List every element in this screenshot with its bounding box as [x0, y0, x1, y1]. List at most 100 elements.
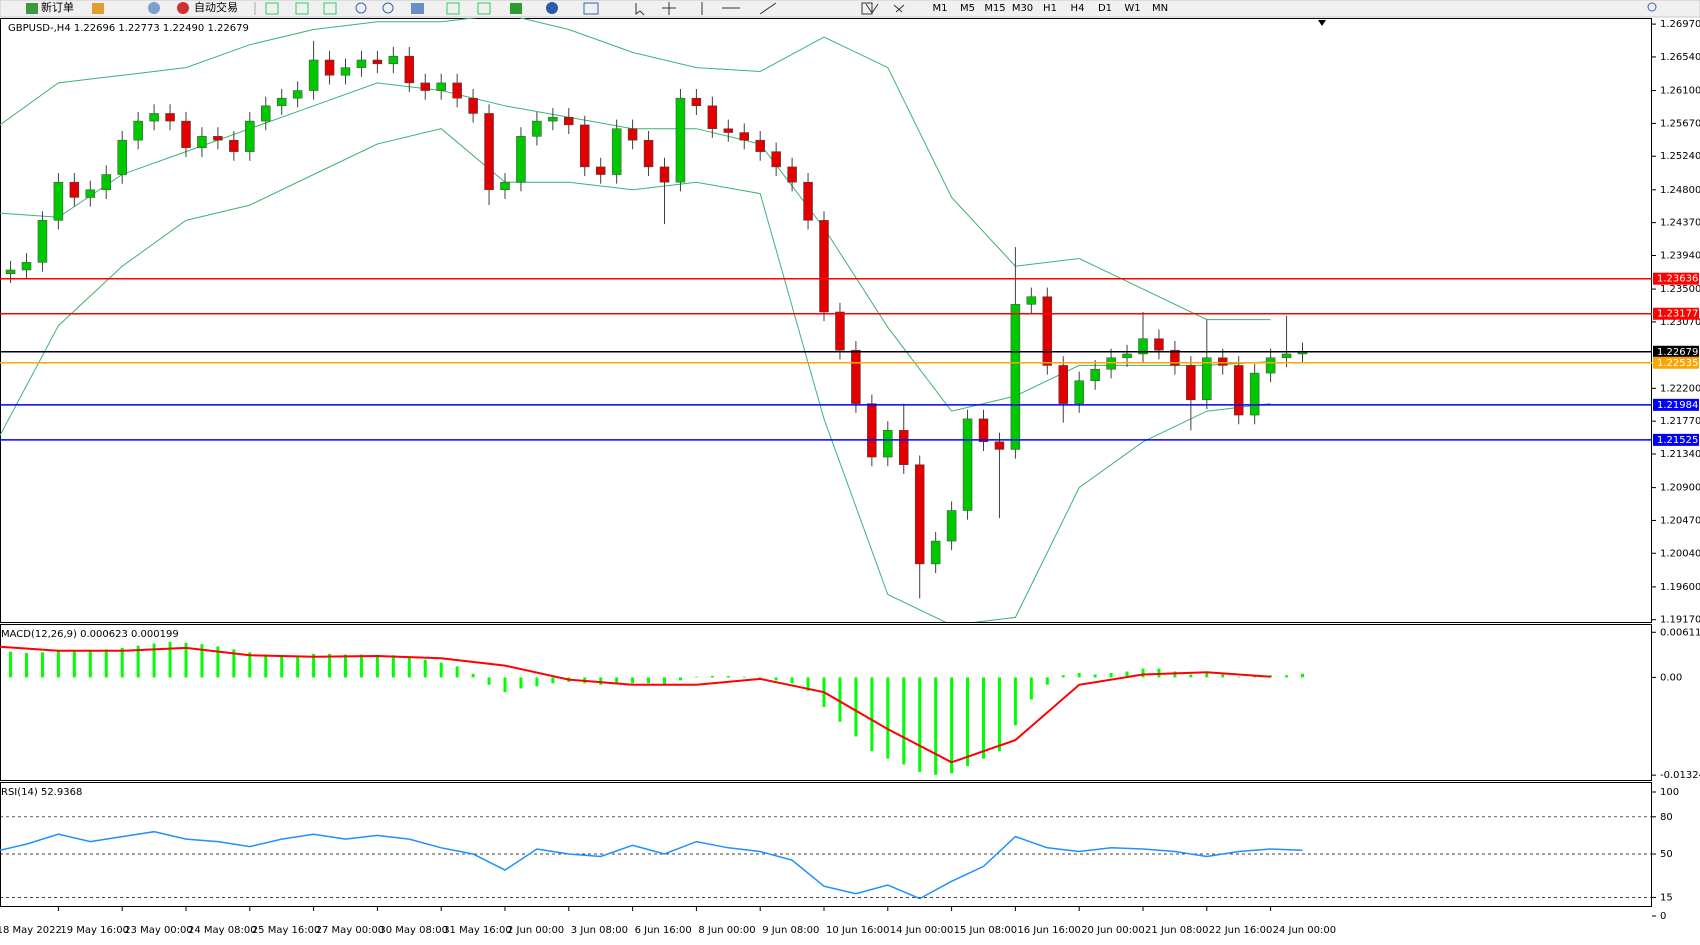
candle-body	[1186, 365, 1196, 401]
macd-bar	[407, 656, 411, 678]
period-button[interactable]: M30	[1012, 3, 1033, 14]
price-plot	[0, 18, 1652, 622]
candle-body	[1170, 349, 1180, 366]
period-button[interactable]: M15	[984, 3, 1005, 14]
x-tick-label: 24 Jun 00:00	[1273, 925, 1337, 936]
icon[interactable]	[583, 2, 599, 15]
macd-bar	[1093, 674, 1097, 678]
macd-bar	[726, 675, 730, 678]
period-button[interactable]: H4	[1071, 3, 1085, 14]
level-label: 1.23636	[1657, 274, 1698, 285]
y-tick-label: 1.24800	[1660, 185, 1700, 196]
macd-bar	[25, 653, 28, 678]
candle-body	[213, 136, 223, 141]
x-tick-label: 23 May 00:00	[124, 925, 193, 936]
y-tick-label: -0.013241	[1660, 770, 1700, 781]
level-label-bg	[1653, 356, 1699, 369]
candle-body	[787, 166, 797, 183]
macd-bar	[742, 676, 746, 678]
candle-body	[1042, 296, 1053, 366]
macd-bar	[647, 677, 651, 684]
macd-plot	[0, 641, 1304, 775]
period-button[interactable]: H1	[1043, 3, 1057, 14]
macd-bar	[599, 677, 603, 685]
candle-body	[723, 128, 734, 133]
candle-body	[580, 124, 590, 168]
icon[interactable]	[446, 2, 460, 15]
icon[interactable]	[477, 2, 491, 15]
icon[interactable]	[295, 2, 309, 15]
x-tick-label: 3 Jun 08:00	[571, 925, 628, 936]
candle-body	[372, 59, 383, 65]
icon[interactable]	[635, 3, 645, 16]
icon[interactable]	[323, 2, 337, 15]
y-tick-label: 1.26970	[1660, 19, 1700, 30]
period-button[interactable]: M1	[933, 3, 948, 14]
candle-body	[324, 59, 335, 76]
candle-body	[771, 151, 781, 168]
icon[interactable]	[26, 3, 38, 14]
signal-line	[0, 645, 1271, 764]
candle-body	[1074, 380, 1084, 404]
icon[interactable]	[861, 2, 873, 15]
candle-body	[1138, 338, 1148, 355]
macd-bar	[1221, 674, 1225, 678]
macd-bar	[663, 677, 666, 685]
candle-body	[117, 139, 127, 175]
x-tick-label: 27 May 00:00	[316, 925, 385, 936]
period-button[interactable]: MN	[1152, 3, 1168, 14]
candle-body	[899, 430, 909, 465]
candle-body	[643, 139, 654, 168]
macd-bar	[9, 651, 13, 678]
macd-bar	[1077, 672, 1081, 678]
icon[interactable]	[510, 3, 522, 14]
macd-bar	[1141, 668, 1145, 678]
macd-bar	[631, 677, 635, 684]
auto-trading-button[interactable]: 自动交易	[194, 0, 238, 14]
candle-body	[994, 441, 1005, 450]
icon[interactable]	[382, 2, 394, 14]
new-order-button[interactable]: 新订单	[41, 0, 74, 14]
icon[interactable]	[177, 2, 189, 14]
icon[interactable]	[411, 3, 424, 14]
y-tick-label: 0	[1660, 911, 1666, 922]
icon[interactable]	[546, 2, 558, 14]
macd-panel	[0, 624, 1652, 781]
y-tick-label: 15	[1660, 892, 1673, 903]
candle-body	[1233, 365, 1244, 416]
icon[interactable]	[662, 2, 676, 15]
search-icon[interactable]	[1647, 2, 1657, 12]
candle-body	[404, 55, 415, 84]
candle-body	[133, 120, 143, 141]
macd-bar	[72, 650, 76, 678]
icon[interactable]	[265, 2, 279, 15]
icon[interactable]	[355, 2, 367, 14]
macd-bar	[870, 677, 874, 752]
y-tick-label: 1.24370	[1660, 218, 1700, 229]
candle-body	[1265, 357, 1276, 374]
candle-body	[548, 117, 558, 122]
macd-bar	[1237, 676, 1241, 678]
candle-body	[978, 418, 989, 443]
icon[interactable]	[92, 3, 104, 14]
y-tick-label: 1.21340	[1660, 449, 1700, 460]
macd-bar	[710, 675, 714, 678]
icon[interactable]	[701, 2, 777, 15]
period-button[interactable]: D1	[1098, 3, 1112, 14]
y-tick-label: 1.23070	[1660, 317, 1700, 328]
macd-bar	[678, 677, 682, 681]
icon[interactable]	[893, 4, 905, 13]
macd-bar	[886, 677, 890, 759]
candle-body	[21, 262, 32, 271]
candle-body	[388, 55, 399, 65]
rsi-line	[0, 830, 1303, 900]
y-tick-label: 0.006114	[1660, 627, 1700, 638]
macd-bar	[152, 643, 156, 678]
y-tick-label: 100	[1660, 787, 1679, 798]
icon[interactable]	[148, 2, 160, 14]
macd-bar	[774, 677, 778, 681]
period-button[interactable]: W1	[1124, 3, 1140, 14]
period-button[interactable]: M5	[960, 3, 975, 14]
candle-body	[883, 430, 893, 458]
candle-body	[1090, 369, 1100, 381]
